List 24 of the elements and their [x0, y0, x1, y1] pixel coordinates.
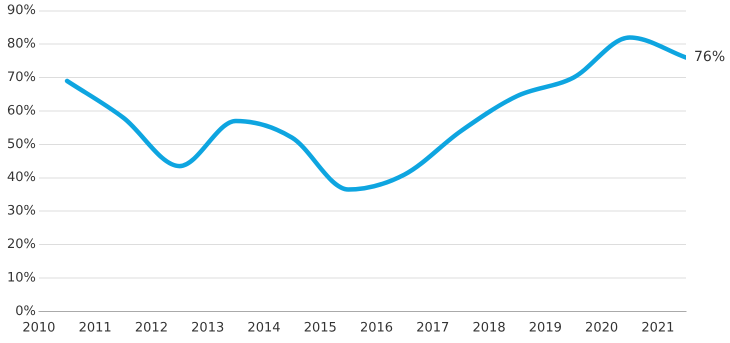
x-tick-label: 2012 — [134, 320, 168, 336]
y-tick-label: 90% — [6, 3, 36, 18]
y-tick-label: 0% — [15, 304, 36, 319]
annotation: 76% — [694, 49, 726, 66]
x-tick-label: 2010 — [22, 320, 56, 336]
y-tick-label: 30% — [6, 204, 36, 219]
x-tick-label: 2016 — [360, 320, 394, 336]
x-tick-label: 2020 — [585, 320, 618, 336]
x-tick-label: 2021 — [641, 320, 674, 336]
y-tick-label: 80% — [6, 36, 36, 52]
x-tick-label: 2019 — [528, 320, 562, 336]
y-tick-label: 60% — [6, 103, 36, 118]
x-tick-label: 2015 — [304, 320, 337, 336]
y-tick-label: 70% — [6, 70, 36, 85]
y-tick-label: 50% — [6, 136, 36, 152]
y-tick-label: 20% — [6, 236, 36, 252]
x-tick-label: 2013 — [191, 320, 224, 336]
x-tick-label: 2018 — [472, 320, 506, 336]
y-tick-label: 40% — [6, 170, 36, 186]
x-tick-label: 2011 — [78, 320, 112, 336]
x-tick-label: 2017 — [416, 320, 450, 336]
y-tick-label: 10% — [6, 270, 36, 286]
line-series — [64, 35, 686, 192]
x-tick-label: 2014 — [247, 320, 281, 336]
